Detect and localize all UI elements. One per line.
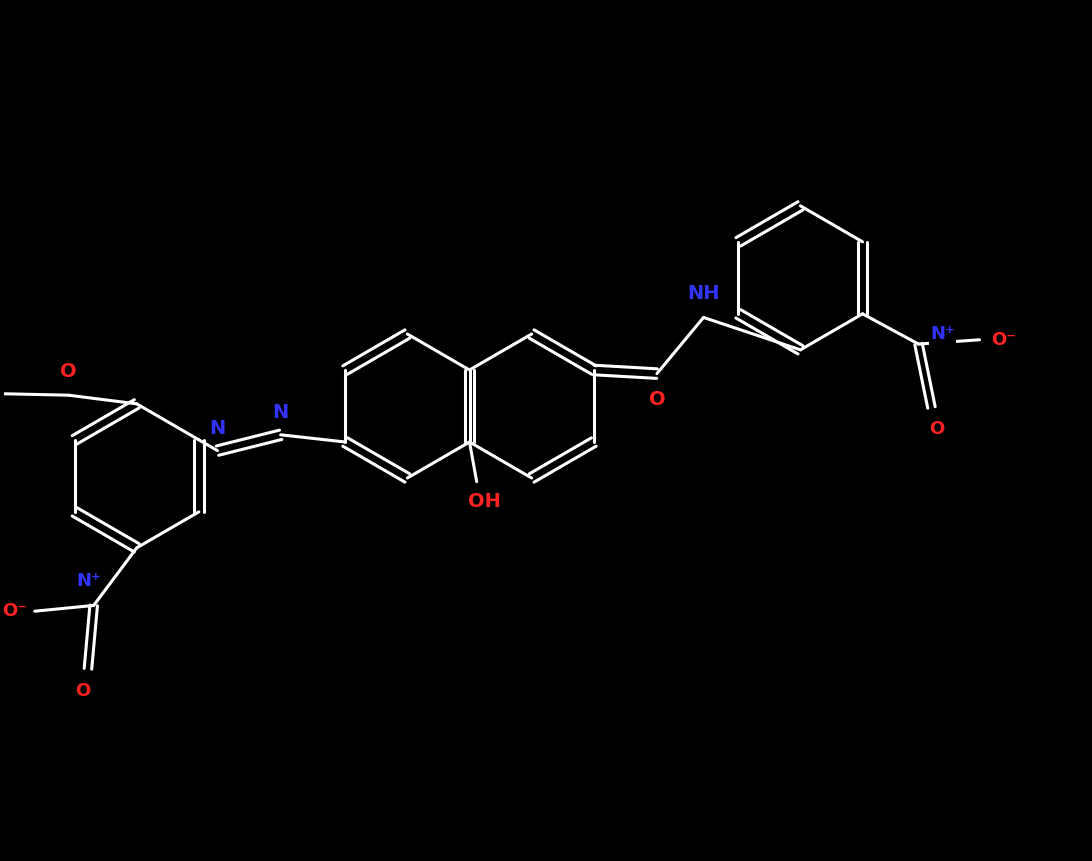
Text: OH: OH (468, 492, 501, 511)
Text: O: O (929, 420, 945, 438)
Text: O: O (60, 362, 76, 381)
Text: O⁻: O⁻ (2, 602, 27, 620)
Text: N: N (273, 403, 288, 422)
Text: NH: NH (687, 284, 720, 303)
Text: O: O (649, 390, 665, 409)
Text: O⁻: O⁻ (992, 331, 1016, 349)
Text: N: N (210, 419, 226, 438)
Text: N⁺: N⁺ (76, 573, 102, 591)
Text: N⁺: N⁺ (930, 325, 954, 343)
Text: O: O (75, 682, 91, 700)
